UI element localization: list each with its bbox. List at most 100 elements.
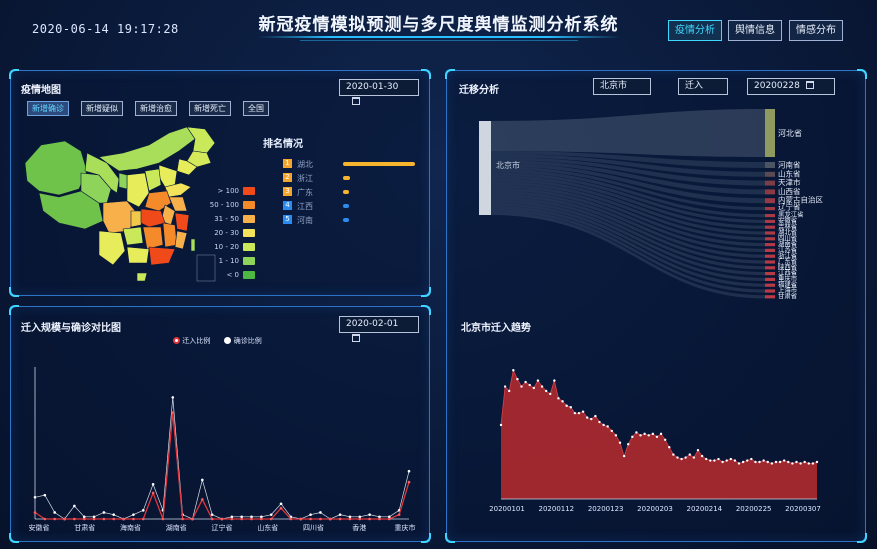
ranking-province-name: 江西 <box>297 202 313 211</box>
map-region-zhejiang <box>174 212 190 232</box>
data-point <box>774 460 778 464</box>
data-point <box>635 431 638 434</box>
legend-series-2: 确诊比例 <box>233 337 262 345</box>
data-point <box>210 517 214 521</box>
data-point <box>778 460 782 464</box>
data-point <box>606 425 609 428</box>
data-point <box>663 438 667 441</box>
tab-new-suspected[interactable]: 新增疑似 <box>81 101 123 116</box>
data-point <box>112 513 116 516</box>
data-point <box>577 411 581 415</box>
ranking-number: 4 <box>283 201 292 210</box>
page-title: 新冠疫情模拟预测与多尺度舆情监测分析系统 <box>258 15 619 35</box>
data-point <box>368 517 371 521</box>
data-point <box>791 462 794 465</box>
sankey-target-node <box>765 180 775 186</box>
data-point <box>230 517 234 521</box>
x-tick-label: 20200203 <box>637 505 673 513</box>
data-point <box>92 515 96 519</box>
data-point <box>770 462 774 465</box>
calendar-icon <box>352 97 360 105</box>
data-point <box>709 459 712 462</box>
data-point <box>540 385 544 388</box>
ranking-item: 3 广东 <box>283 187 423 197</box>
data-point <box>553 379 556 382</box>
data-point <box>358 515 362 519</box>
direction-select[interactable]: 迁入 <box>678 78 728 95</box>
data-point <box>680 457 683 461</box>
legend-swatch <box>243 257 255 265</box>
data-point <box>655 435 659 439</box>
data-point <box>717 457 720 461</box>
map-region-chongqing <box>130 210 144 228</box>
tab-new-cured[interactable]: 新增治愈 <box>135 101 177 116</box>
sankey-target-label: 广东省 <box>778 256 798 265</box>
data-point <box>700 454 704 458</box>
sankey-target-label: 山东省 <box>778 168 801 178</box>
data-point <box>741 460 745 464</box>
compare-date-picker[interactable]: 2020-02-01 <box>339 316 419 342</box>
sankey-flow <box>491 151 765 168</box>
nav-epidemic-analysis-button[interactable]: 疫情分析 <box>668 20 722 41</box>
data-point <box>795 460 798 464</box>
trend-area <box>501 370 817 499</box>
sankey-target-label: 江西省 <box>778 268 798 277</box>
tab-new-deaths[interactable]: 新增死亡 <box>189 101 231 116</box>
map-region-ningxia <box>118 172 128 190</box>
data-point <box>309 513 312 516</box>
data-point <box>201 498 204 501</box>
nav-public-opinion-button[interactable]: 舆情信息 <box>728 20 782 41</box>
data-point <box>73 517 76 521</box>
title-underline-secondary <box>300 40 578 41</box>
x-tick-label: 辽宁省 <box>212 523 233 532</box>
data-point <box>92 517 96 521</box>
legend-swatch <box>243 187 255 195</box>
data-point <box>407 480 411 484</box>
map-region-shaanxi <box>126 172 150 208</box>
data-point <box>269 517 273 521</box>
sankey-target-label: 吉林省 <box>778 221 798 230</box>
data-point <box>319 511 322 514</box>
migration-sankey-chart: 北京市 河北省河南省山东省天津市山西省内蒙古自治区辽宁省黑龙江省安徽省吉林省湖北省… <box>479 109 823 300</box>
china-map[interactable] <box>19 123 219 291</box>
tab-nationwide[interactable]: 全国 <box>243 101 269 116</box>
data-point <box>803 460 806 464</box>
x-tick-label: 海南省 <box>120 523 141 532</box>
map-region-hubei <box>140 208 166 228</box>
data-point <box>532 386 536 390</box>
sankey-target-node <box>765 189 775 195</box>
data-point <box>122 517 125 521</box>
data-point <box>132 513 135 516</box>
map-date-picker[interactable]: 2020-01-30 <box>339 79 419 105</box>
calendar-icon <box>805 81 814 89</box>
nav-sentiment-button[interactable]: 情感分布 <box>789 20 843 41</box>
data-point <box>33 511 37 514</box>
ranking-bar <box>343 204 349 208</box>
x-tick-label: 20200112 <box>539 505 575 513</box>
sankey-target-node <box>765 277 775 281</box>
map-region-jiangxi <box>162 222 178 248</box>
sankey-target-node <box>765 225 775 229</box>
x-tick-label: 20200101 <box>489 505 525 513</box>
data-point <box>53 517 56 521</box>
sankey-target-label: 黑龙江省 <box>778 210 804 219</box>
sankey-target-label: 湖北省 <box>778 227 798 236</box>
data-point <box>43 517 47 521</box>
map-date-value: 2020-01-30 <box>346 82 399 92</box>
migration-confirmed-compare-panel: 迁入规模与确诊对比图 2020-02-01 迁入比例 确诊比例 安徽省 甘肃省 海南… <box>9 305 431 543</box>
map-legend: > 100 50 - 100 31 - 50 20 - 30 10 - 20 1… <box>205 186 265 279</box>
title-underline <box>258 36 620 38</box>
data-point <box>279 502 283 506</box>
migration-date-picker[interactable]: 20200228 <box>747 78 835 95</box>
tab-new-confirmed[interactable]: 新增确诊 <box>27 101 69 116</box>
data-point <box>328 517 332 521</box>
data-point <box>499 423 503 427</box>
legend-swatch <box>243 271 255 279</box>
data-point <box>289 517 293 521</box>
city-select[interactable]: 北京市 <box>593 78 651 95</box>
sankey-target-node <box>765 162 775 168</box>
data-point <box>573 411 577 415</box>
data-point <box>388 517 391 521</box>
data-point <box>729 457 733 461</box>
data-point <box>639 434 642 437</box>
